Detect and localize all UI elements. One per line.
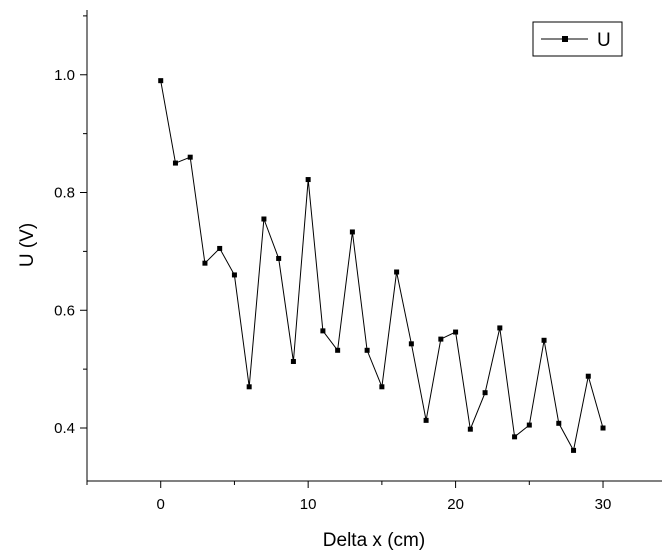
legend: U: [532, 21, 623, 57]
data-point: [600, 425, 606, 431]
legend-marker-swatch: [562, 36, 568, 42]
data-point: [512, 434, 518, 440]
series-u: [158, 78, 606, 453]
series-line: [160, 80, 604, 452]
data-point: [556, 420, 562, 426]
data-point: [172, 160, 178, 166]
y-tick-label: 1.0: [54, 67, 75, 84]
x-tick-label: 0: [157, 496, 165, 513]
data-point: [290, 358, 296, 364]
data-point: [276, 255, 282, 261]
data-point: [349, 229, 355, 235]
data-point: [467, 426, 473, 432]
x-tick-label: 30: [595, 496, 612, 513]
data-point: [482, 390, 488, 396]
data-point: [423, 417, 429, 423]
x-tick-label: 20: [447, 496, 464, 513]
data-point: [305, 177, 311, 183]
data-point: [187, 154, 193, 160]
data-point: [364, 347, 370, 353]
data-point: [158, 78, 164, 84]
data-point: [541, 337, 547, 343]
y-axis-title: U (V): [17, 223, 38, 267]
y-tick-label: 0.4: [54, 420, 75, 437]
data-point: [217, 245, 223, 251]
data-point: [497, 325, 503, 331]
legend-label-u: U: [597, 30, 611, 51]
data-point: [246, 384, 252, 390]
data-point: [261, 216, 267, 222]
data-point: [453, 329, 459, 335]
data-point: [231, 272, 237, 278]
y-tick-label: 0.8: [54, 185, 75, 202]
data-point: [320, 328, 326, 334]
data-point: [335, 347, 341, 353]
data-point: [438, 336, 444, 342]
data-point: [526, 422, 532, 428]
data-point: [571, 447, 577, 453]
y-tick-label: 0.6: [54, 302, 75, 319]
data-point: [585, 373, 591, 379]
data-point: [408, 341, 414, 347]
data-point: [202, 260, 208, 266]
data-point: [394, 269, 400, 275]
axes: 0 10 20 30 0.4 0.6 0.8 1.0: [54, 10, 662, 513]
x-tick-label: 10: [300, 496, 317, 513]
data-point: [379, 384, 385, 390]
x-axis-title: Delta x (cm): [323, 530, 425, 551]
